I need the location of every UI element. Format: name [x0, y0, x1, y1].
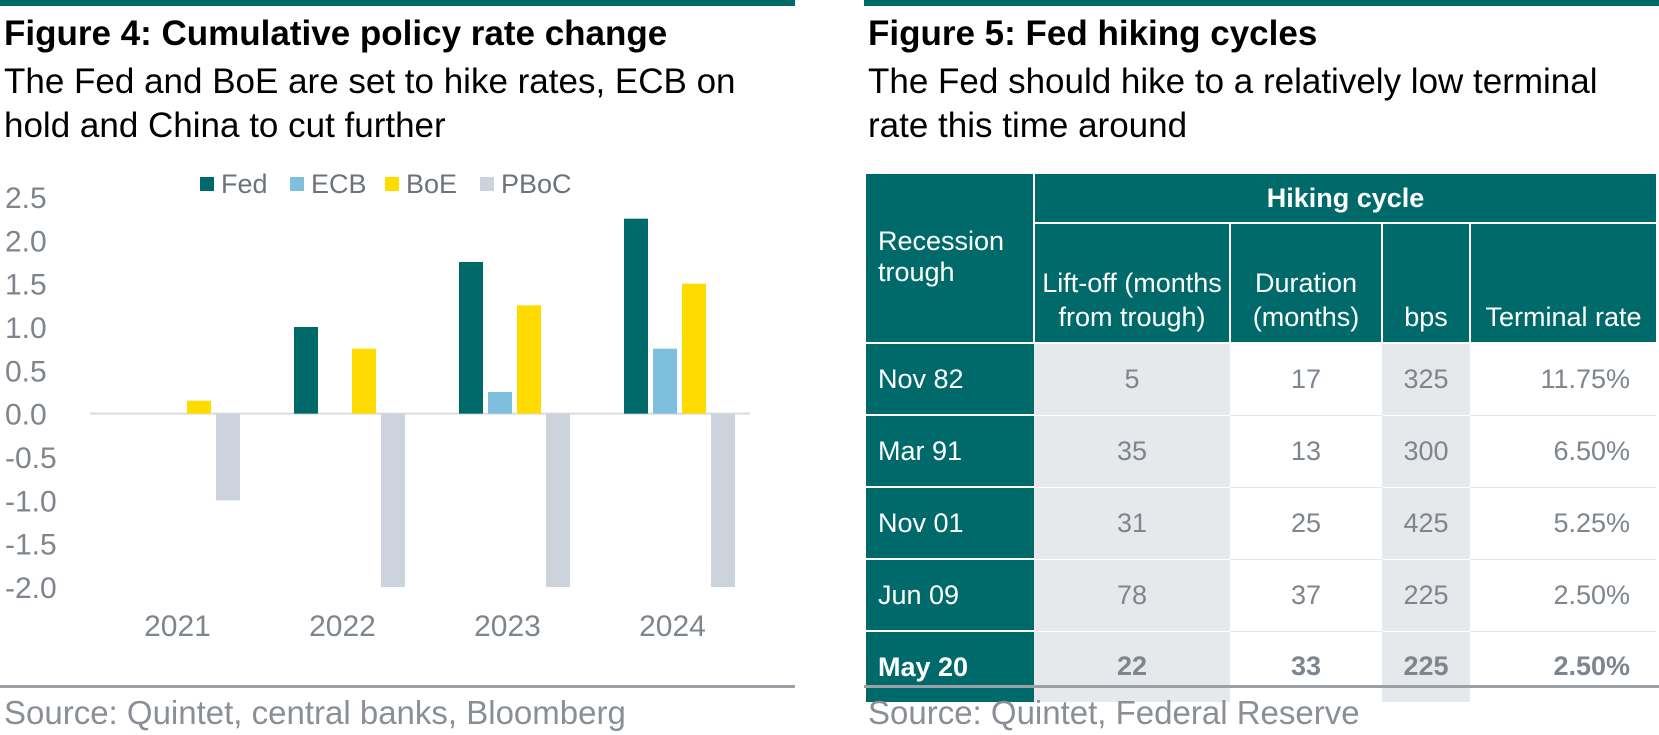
row-label: Nov 82: [866, 342, 1034, 415]
figure-5-subtitle: The Fed should hike to a relatively low …: [868, 62, 1598, 145]
bar-fed-2024: [624, 218, 648, 414]
y-tick-label: 2.0: [5, 225, 47, 258]
cell-bps: 325: [1382, 342, 1470, 415]
legend-label-boe: BoE: [406, 169, 457, 199]
figure-4-subtitle: The Fed and BoE are set to hike rates, E…: [4, 62, 736, 145]
top-rule: [0, 0, 795, 6]
recession-trough-header: Recession trough: [866, 174, 1034, 344]
top-rule: [864, 0, 1659, 6]
cell-liftoff: 35: [1034, 414, 1230, 487]
bar-fed-2023: [459, 262, 483, 414]
cell-duration: 33: [1230, 630, 1382, 702]
y-tick-label: 0.0: [5, 399, 47, 432]
legend-label-fed: Fed: [221, 169, 268, 199]
cell-bps: 300: [1382, 414, 1470, 487]
y-tick-label: -0.5: [5, 442, 57, 475]
bottom-rule: [0, 685, 795, 688]
y-tick-label: -1.0: [5, 485, 57, 518]
row-label: Jun 09: [866, 558, 1034, 631]
row-label: Mar 91: [866, 414, 1034, 487]
hiking-cycle-header: Hiking cycle: [1032, 174, 1657, 224]
bar-ecb-2023: [488, 392, 512, 414]
cell-bps: 425: [1382, 486, 1470, 559]
bar-pboc-2021: [216, 413, 240, 501]
figure-4-title: Figure 4: Cumulative policy rate change: [4, 14, 668, 53]
bar-boe-2022: [352, 348, 376, 414]
bar-boe-2021: [187, 400, 211, 414]
cell-duration: 17: [1230, 342, 1382, 415]
x-tick-label: 2022: [309, 610, 376, 643]
table-row: Mar 91 35 13 300 6.50%: [866, 414, 1657, 487]
bar-fed-2022: [294, 327, 318, 414]
legend-swatch-pboc: [480, 177, 494, 191]
bar-boe-2023: [517, 305, 541, 414]
row-label: Nov 01: [866, 486, 1034, 559]
cell-duration: 13: [1230, 414, 1382, 487]
cell-terminal-rate: 11.75%: [1470, 342, 1657, 415]
table-row-highlight: May 20 22 33 225 2.50%: [866, 630, 1657, 702]
x-tick-label: 2021: [144, 610, 211, 643]
legend-swatch-fed: [200, 177, 214, 191]
cell-liftoff: 78: [1034, 558, 1230, 631]
cell-liftoff: 31: [1034, 486, 1230, 559]
cell-duration: 25: [1230, 486, 1382, 559]
legend-swatch-ecb: [290, 177, 304, 191]
y-tick-label: 1.5: [5, 269, 47, 302]
legend-label-pboc: PBoC: [501, 169, 572, 199]
cell-bps: 225: [1382, 558, 1470, 631]
bar-chart: 2.5 2.0 1.5 1.0 0.5 0.0 -0.5 -1.0 -1.5 -2.0 2021 20…: [5, 169, 750, 643]
figure-4-panel: Figure 4: Cumulative policy rate change …: [0, 0, 795, 735]
bottom-rule: [864, 685, 1659, 688]
y-tick-label: -2.0: [5, 572, 57, 605]
cell-terminal-rate: 2.50%: [1470, 558, 1657, 631]
figure-5-panel: Figure 5: Fed hiking cycles The Fed shou…: [864, 0, 1659, 735]
y-tick-label: 0.5: [5, 355, 47, 388]
figure-4-source: Source: Quintet, central banks, Bloomber…: [4, 694, 626, 731]
legend-label-ecb: ECB: [311, 169, 367, 199]
cell-liftoff: 22: [1034, 630, 1230, 702]
bar-pboc-2023: [546, 413, 570, 587]
cell-duration: 37: [1230, 558, 1382, 631]
cell-liftoff: 5: [1034, 342, 1230, 415]
table-row: Nov 01 31 25 425 5.25%: [866, 486, 1657, 559]
x-tick-label: 2023: [474, 610, 541, 643]
y-tick-label: 1.0: [5, 312, 47, 345]
bar-pboc-2024: [711, 413, 735, 587]
hiking-cycles-table: Recession trough Hiking cycle Lift-off (…: [866, 174, 1657, 702]
cell-terminal-rate: 5.25%: [1470, 486, 1657, 559]
y-tick-label: -1.5: [5, 529, 57, 562]
column-header-bps: bps: [1381, 223, 1470, 344]
column-header-terminal-rate: Terminal rate: [1468, 223, 1657, 344]
x-tick-label: 2024: [639, 610, 706, 643]
figure-5-source: Source: Quintet, Federal Reserve: [868, 694, 1360, 731]
column-header-liftoff: Lift-off (months from trough): [1033, 223, 1230, 344]
cell-bps: 225: [1382, 630, 1470, 702]
y-tick-label: 2.5: [5, 182, 47, 215]
cell-terminal-rate: 6.50%: [1470, 414, 1657, 487]
legend-swatch-boe: [385, 177, 399, 191]
table-row: Nov 82 5 17 325 11.75%: [866, 342, 1657, 415]
column-header-duration: Duration (months): [1229, 223, 1382, 344]
bar-pboc-2022: [381, 413, 405, 587]
cell-terminal-rate: 2.50%: [1470, 630, 1657, 702]
bar-boe-2024: [682, 283, 706, 414]
figure-5-title: Figure 5: Fed hiking cycles: [868, 14, 1318, 53]
bar-ecb-2024: [653, 348, 677, 414]
table-row: Jun 09 78 37 225 2.50%: [866, 558, 1657, 631]
row-label: May 20: [866, 630, 1034, 702]
